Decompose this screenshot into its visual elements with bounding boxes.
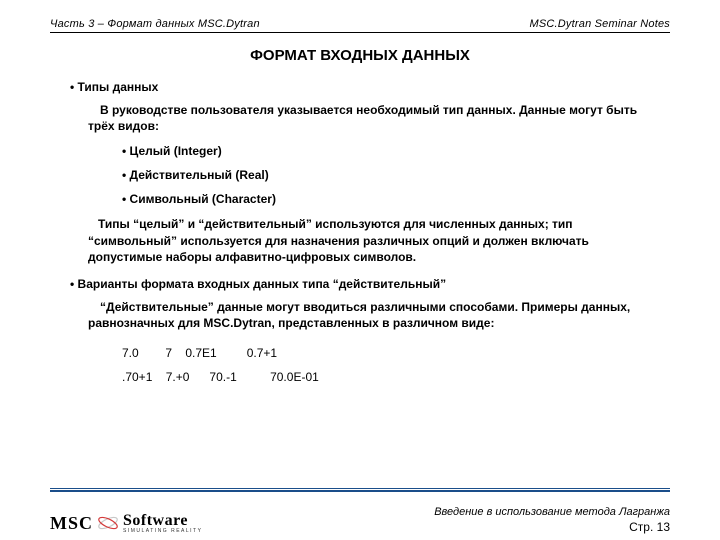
logo-swoosh-icon — [97, 512, 119, 534]
section1-explain: Типы “целый” и “действительный” использу… — [88, 216, 660, 265]
footer-right: Введение в использование метода Лагранжа… — [434, 506, 670, 534]
section1-intro: В руководстве пользователя указывается н… — [88, 102, 660, 134]
section2-intro: “Действительные” данные могут вводиться … — [88, 299, 660, 331]
logo-msc-text: MSC — [50, 513, 93, 534]
page-title: ФОРМАТ ВХОДНЫХ ДАННЫХ — [50, 47, 670, 64]
type-item: Символьный (Character) — [122, 192, 670, 206]
logo-software-text: Software — [123, 513, 202, 529]
header: Часть 3 – Формат данных MSC.Dytran MSC.D… — [50, 18, 670, 33]
footer-rule — [50, 488, 670, 492]
type-item: Действительный (Real) — [122, 168, 670, 182]
section1-heading: Типы данных — [70, 80, 670, 94]
type-item: Целый (Integer) — [122, 144, 670, 158]
footer-note: Введение в использование метода Лагранжа — [434, 506, 670, 518]
section2-heading: Варианты формата входных данных типа “де… — [70, 277, 670, 291]
page: Часть 3 – Формат данных MSC.Dytran MSC.D… — [0, 0, 720, 540]
logo: MSC Software SIMULATING REALITY — [50, 512, 202, 534]
logo-software-block: Software SIMULATING REALITY — [123, 513, 202, 534]
examples-row-1: 7.0 7 0.7E1 0.7+1 — [122, 341, 670, 365]
logo-tagline: SIMULATING REALITY — [123, 529, 202, 534]
header-left: Часть 3 – Формат данных MSC.Dytran — [50, 18, 260, 30]
footer: MSC Software SIMULATING REALITY Введение… — [50, 494, 670, 534]
page-number: Стр. 13 — [434, 520, 670, 534]
header-right: MSC.Dytran Seminar Notes — [529, 18, 670, 30]
examples-row-2: .70+1 7.+0 70.-1 70.0E-01 — [122, 365, 670, 389]
